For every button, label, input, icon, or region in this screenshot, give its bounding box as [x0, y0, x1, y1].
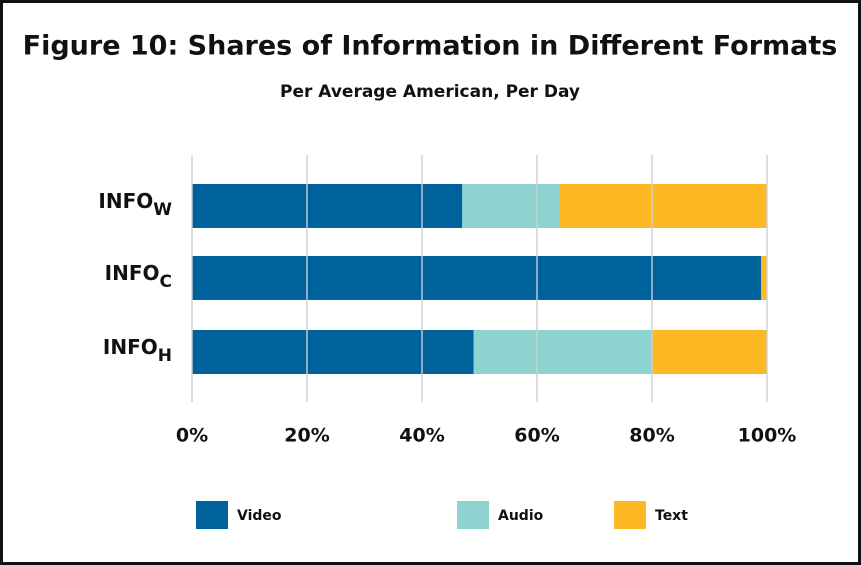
- bar-segment: [462, 184, 560, 228]
- legend-label: Video: [237, 508, 282, 524]
- x-tick-label: 0%: [176, 425, 208, 447]
- legend-swatch: [457, 501, 489, 529]
- x-tick-label: 40%: [399, 425, 444, 447]
- bar-segment: [652, 330, 767, 374]
- legend-label: Text: [655, 508, 688, 524]
- bar-segment: [560, 184, 767, 228]
- bar-segment: [473, 330, 652, 374]
- x-tick-label: 100%: [738, 425, 797, 447]
- bar-segment: [192, 330, 474, 374]
- bar-segment: [192, 256, 762, 300]
- legend-swatch: [614, 501, 646, 529]
- x-tick-label: 20%: [284, 425, 329, 447]
- x-tick-label: 80%: [629, 425, 674, 447]
- chart-title: Figure 10: Shares of Information in Diff…: [23, 31, 838, 62]
- y-tick-label: INFOH: [103, 335, 172, 367]
- legend-label: Audio: [498, 508, 544, 524]
- chart-subtitle: Per Average American, Per Day: [280, 82, 580, 102]
- bar-segment: [761, 256, 767, 300]
- bar-segment: [192, 184, 463, 228]
- x-tick-label: 60%: [514, 425, 559, 447]
- legend-swatch: [196, 501, 228, 529]
- y-tick-label: INFOW: [98, 189, 172, 221]
- y-tick-label: INFOC: [105, 261, 172, 293]
